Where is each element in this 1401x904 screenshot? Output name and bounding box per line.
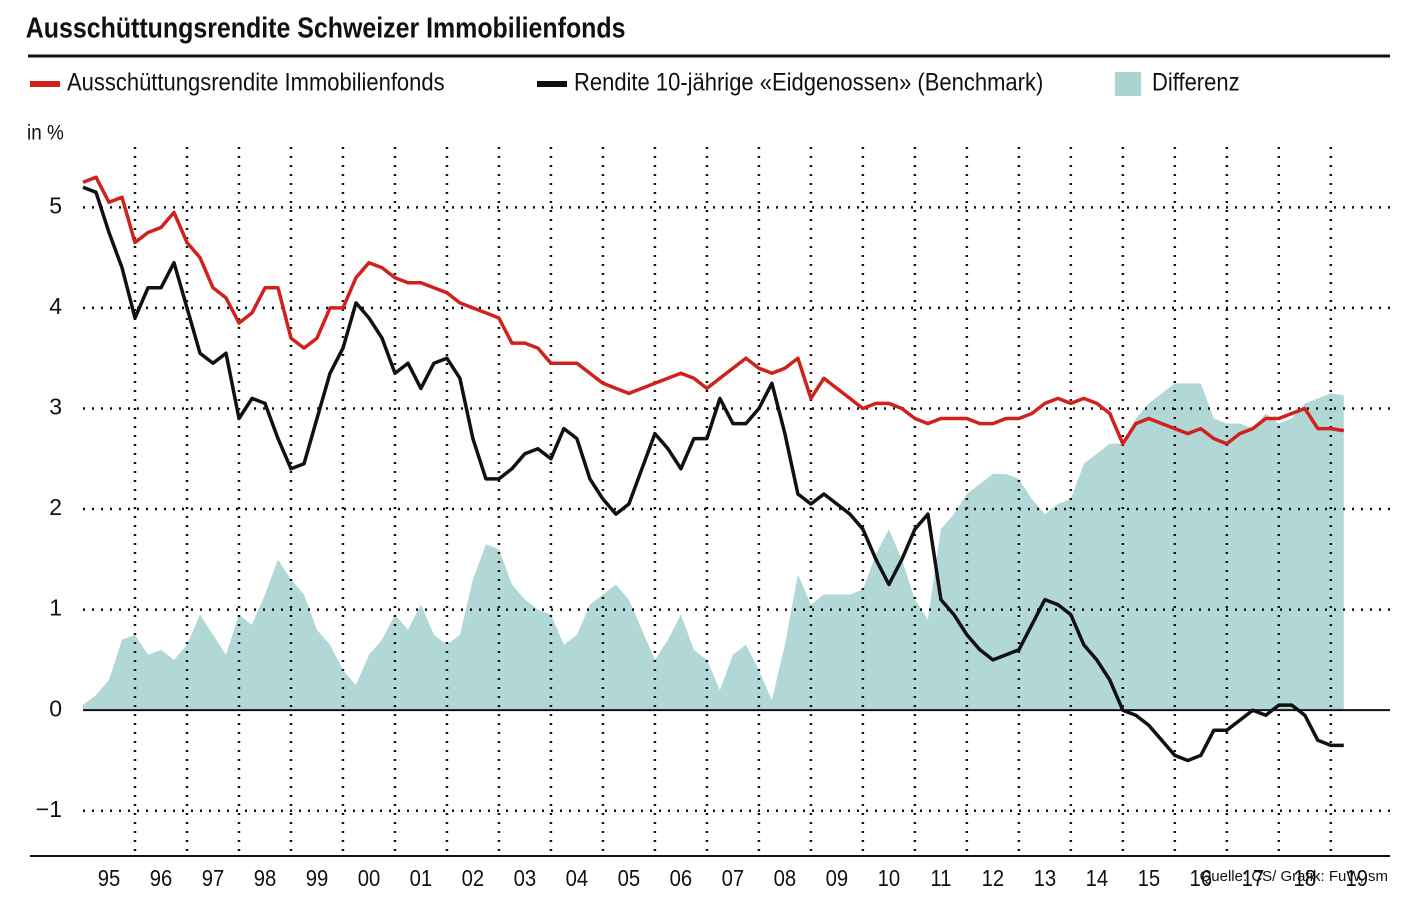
x-tick-label: 00 [358, 865, 381, 892]
x-tick-label: 15 [1138, 865, 1161, 892]
x-tick-label: 04 [566, 865, 589, 892]
line [82, 175, 1345, 446]
y-tick-label: 0 [49, 695, 62, 721]
x-tick-label: 17 [1242, 865, 1265, 892]
x-tick-label: 14 [1086, 865, 1109, 892]
legend-swatch [1115, 72, 1141, 96]
x-tick-label: 96 [150, 865, 173, 892]
legend: Ausschüttungsrendite Immobilienfonds Rend… [30, 68, 1240, 96]
x-tick-label: 16 [1190, 865, 1213, 892]
y-tick-label: −1 [36, 796, 62, 822]
x-tick-label: 13 [1034, 865, 1057, 892]
x-tick-label: 06 [670, 865, 693, 892]
x-tick-label: 97 [202, 865, 225, 892]
x-tick-label: 19 [1346, 865, 1369, 892]
x-tick-label: 12 [982, 865, 1005, 892]
legend-label: Rendite 10-jährige «Eidgenossen» (Benchm… [574, 68, 1043, 96]
x-tick-label: 07 [722, 865, 745, 892]
difference-area [83, 383, 1344, 711]
x-tick-label: 95 [98, 865, 121, 892]
x-tick-label: 01 [410, 865, 433, 892]
chart-title: Ausschüttungsrendite Schweizer Immobilie… [26, 12, 626, 44]
x-tick-label: 10 [878, 865, 901, 892]
x-tick-label: 05 [618, 865, 641, 892]
y-tick-label: 3 [49, 394, 62, 420]
x-tick-label: 11 [930, 865, 951, 892]
line [82, 185, 1344, 763]
y-axis-label: in % [27, 122, 64, 145]
x-tick-label: 03 [514, 865, 537, 892]
x-tick-label: 98 [254, 865, 277, 892]
y-tick-label: 4 [49, 293, 62, 319]
x-tick-label: 02 [462, 865, 485, 892]
y-tick-label: 2 [49, 494, 62, 520]
y-tick-label: 1 [49, 595, 62, 621]
legend-label: Ausschüttungsrendite Immobilienfonds [67, 68, 445, 96]
x-tick-label: 09 [826, 865, 849, 892]
x-tick-label: 99 [306, 865, 329, 892]
x-tick-label: 08 [774, 865, 797, 892]
source: Quelle: CS/ Grafik: FuW, sm [1200, 868, 1388, 885]
x-tick-label: 18 [1294, 865, 1317, 892]
y-tick-label: 5 [49, 192, 62, 218]
legend-label: Differenz [1152, 68, 1240, 96]
